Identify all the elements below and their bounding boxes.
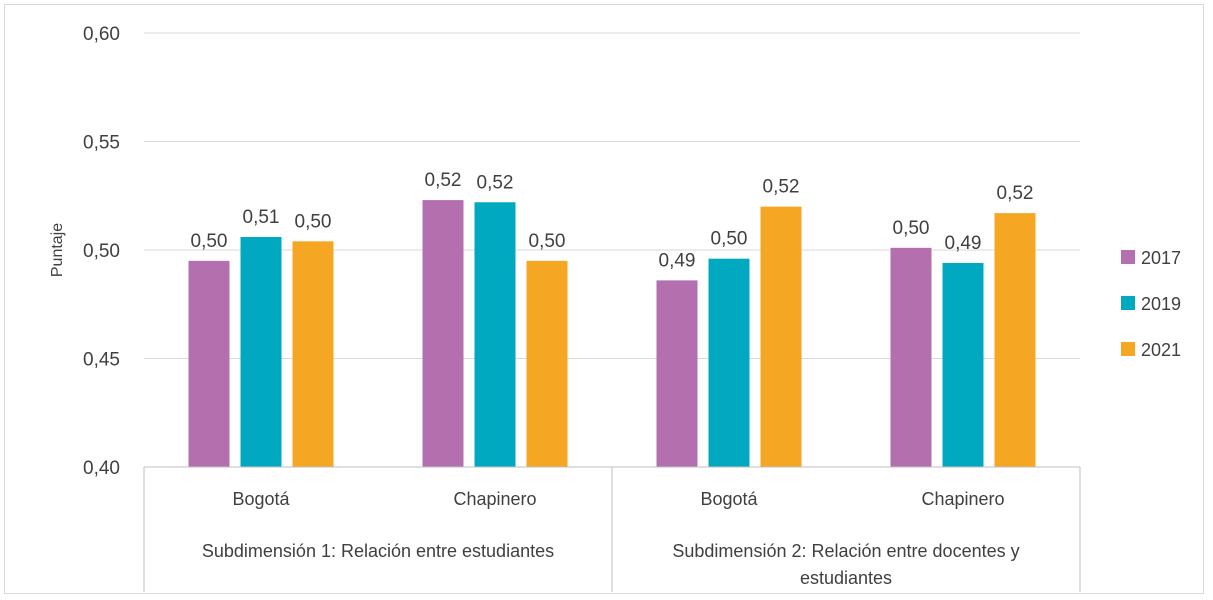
bar-2017: [890, 247, 932, 467]
legend-label: 2021: [1141, 340, 1181, 360]
bar-2017: [422, 200, 464, 467]
bars: [188, 200, 1036, 467]
data-label: 0,52: [997, 183, 1034, 204]
data-label: 0,50: [711, 229, 748, 250]
gridlines: [144, 32, 1080, 468]
y-tick-label: 0,55: [83, 133, 120, 154]
bar-2019: [474, 202, 516, 467]
x-group-label: Subdimensión 1: Relación entre estudiant…: [202, 541, 554, 561]
bar-2017: [656, 280, 698, 467]
legend-label: 2019: [1141, 294, 1181, 314]
x-category-label: Bogotá: [700, 489, 758, 509]
x-category-label: Chapinero: [921, 489, 1004, 509]
data-label: 0,49: [945, 233, 982, 254]
y-tick-label: 0,45: [83, 350, 120, 371]
bar-2019: [942, 263, 984, 467]
y-tick-label: 0,50: [83, 241, 120, 262]
data-label: 0,50: [893, 218, 930, 239]
bar-2019: [708, 258, 750, 467]
legend: 2017 2019 2021: [1121, 248, 1181, 360]
data-label: 0,52: [477, 172, 514, 193]
legend-label: 2017: [1141, 248, 1181, 268]
x-axis: Bogotá Chapinero Bogotá Chapinero Subdimensi…: [143, 466, 1081, 592]
data-label: 0,52: [763, 177, 800, 198]
data-label: 0,49: [659, 250, 696, 271]
x-category-label: Chapinero: [453, 489, 536, 509]
bar-2021: [994, 213, 1036, 467]
x-category-label: Bogotá: [232, 489, 290, 509]
y-tick-label: 0,40: [83, 458, 120, 479]
data-label: 0,51: [243, 207, 280, 228]
legend-swatch-2019: [1121, 296, 1135, 310]
bar-2017: [188, 260, 230, 467]
x-group-label: estudiantes: [800, 568, 892, 588]
bar-2021: [760, 206, 802, 467]
data-label: 0,52: [425, 170, 462, 191]
legend-swatch-2017: [1121, 250, 1135, 264]
bar-2019: [240, 236, 282, 467]
bar-2021: [292, 241, 334, 467]
legend-swatch-2021: [1121, 342, 1135, 356]
x-group-label: Subdimensión 2: Relación entre docentes …: [672, 541, 1019, 561]
data-label: 0,50: [191, 231, 228, 252]
y-axis-title: Puntaje: [49, 223, 66, 277]
y-tick-label: 0,60: [83, 24, 120, 45]
y-axis-ticks: 0,40 0,45 0,50 0,55 0,60: [83, 24, 120, 479]
data-label: 0,50: [295, 211, 332, 232]
data-label: 0,50: [529, 231, 566, 252]
bar-2021: [526, 260, 568, 467]
data-labels: 0,50 0,51 0,50 0,52 0,52 0,50 0,49 0,50 0,52 0,50…: [191, 170, 1034, 271]
